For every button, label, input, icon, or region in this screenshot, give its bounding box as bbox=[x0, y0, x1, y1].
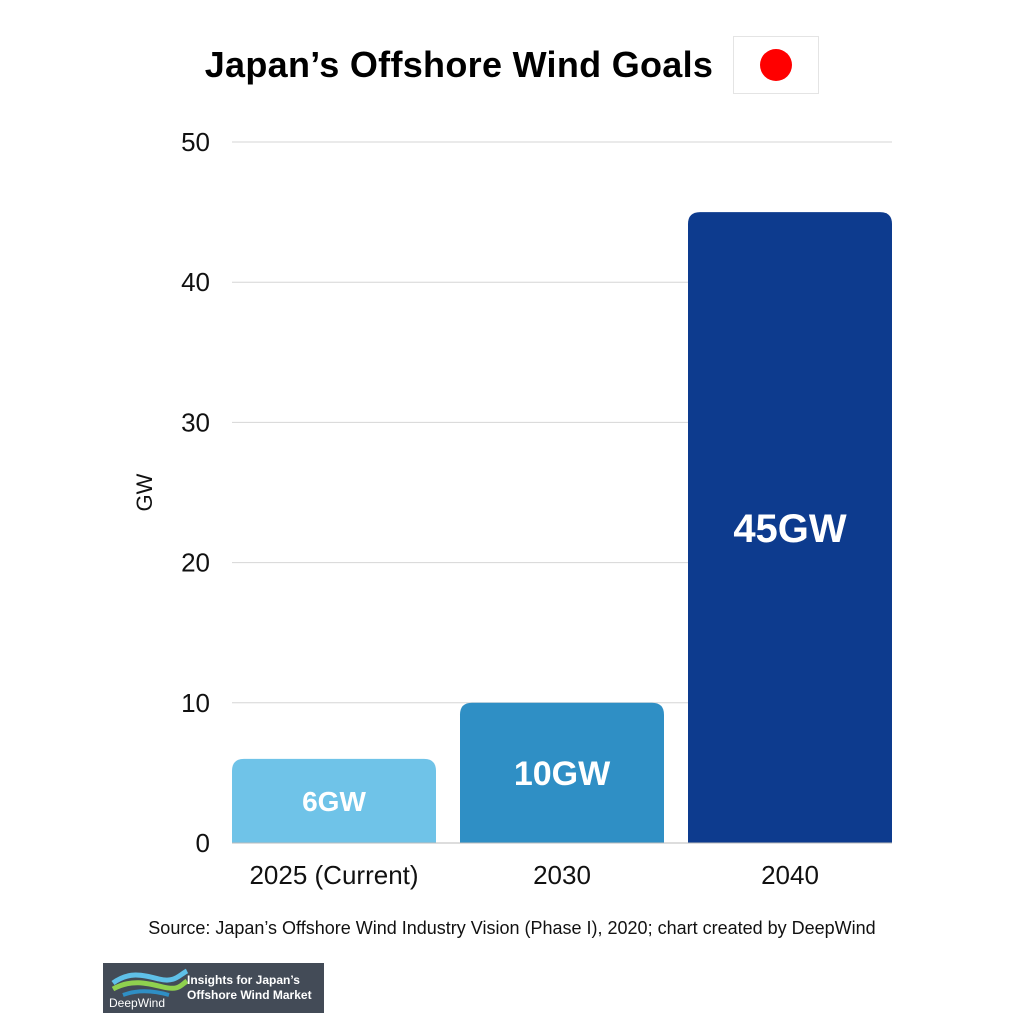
y-tick-label: 20 bbox=[181, 548, 210, 578]
x-tick-label: 2025 (Current) bbox=[249, 860, 418, 890]
y-tick-label: 30 bbox=[181, 407, 210, 437]
bar bbox=[460, 702, 664, 843]
japan-flag-icon bbox=[733, 36, 820, 94]
wave-logo-icon bbox=[111, 968, 189, 997]
deepwind-logo: Insights for Japan’s Offshore Wind Marke… bbox=[103, 963, 324, 1013]
y-axis-label: GW bbox=[132, 473, 157, 511]
source-note: Source: Japan’s Offshore Wind Industry V… bbox=[148, 918, 876, 938]
bar-data-label: 6GW bbox=[302, 786, 366, 817]
bar-data-label: 45GW bbox=[733, 507, 847, 551]
y-tick-label: 40 bbox=[181, 267, 210, 297]
bar bbox=[688, 212, 892, 844]
y-tick-label: 50 bbox=[181, 127, 210, 157]
x-tick-label: 2030 bbox=[533, 860, 591, 890]
logo-tagline-line-2: Offshore Wind Market bbox=[187, 988, 312, 1002]
x-tick-label: 2040 bbox=[761, 860, 819, 890]
logo-name: DeepWind bbox=[109, 996, 166, 1010]
chart-title: Japan’s Offshore Wind Goals bbox=[204, 44, 714, 85]
logo-tagline-line-1: Insights for Japan’s bbox=[187, 973, 300, 987]
chart-title-row: Japan’s Offshore Wind Goals bbox=[0, 36, 1024, 94]
logo-tagline: Insights for Japan’s Offshore Wind Marke… bbox=[187, 973, 312, 1003]
y-tick-label: 0 bbox=[196, 828, 210, 858]
bar-data-label: 10GW bbox=[514, 755, 611, 793]
y-tick-label: 10 bbox=[181, 688, 210, 718]
bar bbox=[232, 758, 436, 843]
